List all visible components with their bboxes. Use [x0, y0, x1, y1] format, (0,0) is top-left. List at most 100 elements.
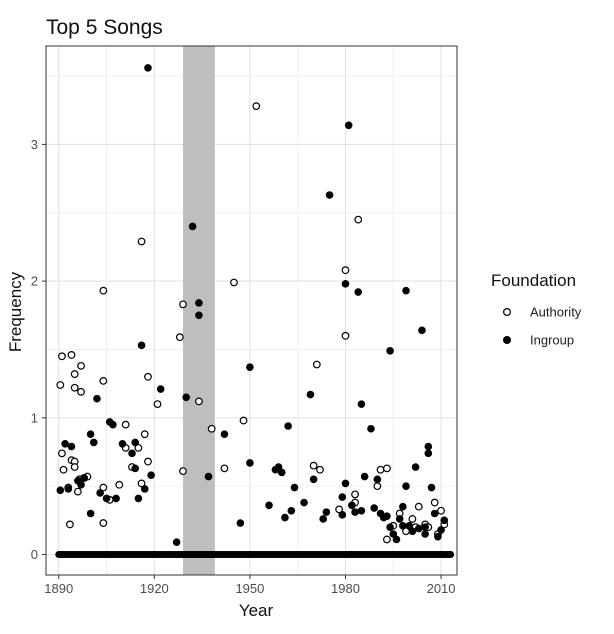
- point-ingroup: [414, 524, 423, 533]
- point-ingroup: [392, 535, 401, 544]
- point-ingroup: [322, 508, 331, 516]
- point-ingroup: [182, 393, 190, 402]
- shaded-region: [183, 46, 215, 575]
- point-ingroup: [306, 390, 315, 399]
- point-authority: [144, 457, 152, 466]
- point-ingroup: [156, 385, 165, 393]
- point-ingroup: [408, 527, 417, 536]
- point-ingroup: [383, 512, 391, 521]
- y-tick-label: 3: [31, 137, 38, 152]
- x-tick-label: 1980: [331, 581, 360, 596]
- point-ingroup: [386, 347, 394, 355]
- point-ingroup: [421, 523, 429, 531]
- point-authority: [383, 464, 391, 473]
- point-authority: [309, 461, 318, 470]
- point-ingroup: [338, 493, 347, 501]
- point-ingroup: [134, 494, 143, 503]
- axis-ticks: 1890 1920 1950 1980 2010 0 1 2 3: [31, 137, 456, 596]
- point-authority: [121, 420, 130, 429]
- point-ingroup: [440, 516, 449, 525]
- point-authority: [179, 467, 187, 476]
- point-ingroup: [220, 430, 229, 439]
- point-ingroup: [424, 442, 433, 451]
- point-authority: [376, 465, 385, 474]
- point-ingroup: [86, 509, 95, 518]
- point-ingroup: [284, 422, 292, 430]
- point-authority: [70, 383, 79, 392]
- point-authority: [354, 215, 363, 224]
- point-ingroup: [137, 341, 146, 350]
- point-ingroup: [67, 442, 76, 451]
- legend-ingroup-marker: [502, 335, 511, 344]
- point-ingroup: [354, 288, 363, 296]
- point-ingroup: [265, 501, 273, 510]
- point-authority: [351, 490, 359, 499]
- point-authority: [99, 519, 108, 527]
- point-authority: [140, 430, 149, 439]
- point-authority: [383, 535, 391, 544]
- point-ingroup: [357, 506, 366, 515]
- point-ingroup: [341, 479, 350, 488]
- point-ingroup: [246, 459, 254, 467]
- point-ingroup: [402, 482, 410, 490]
- point-authority: [341, 331, 350, 340]
- point-authority: [414, 502, 423, 511]
- point-authority: [144, 372, 152, 381]
- point-authority: [179, 300, 187, 309]
- point-ingroup: [56, 486, 65, 495]
- point-ingroup: [344, 121, 353, 130]
- point-ingroup: [434, 532, 442, 541]
- point-authority: [115, 480, 124, 489]
- point-ingroup: [373, 475, 382, 484]
- x-tick-label: 2010: [427, 581, 456, 596]
- point-ingroup: [424, 449, 433, 458]
- point-ingroup: [386, 523, 394, 531]
- point-ingroup: [290, 483, 299, 492]
- point-ingroup: [147, 471, 155, 480]
- point-ingroup: [430, 509, 439, 518]
- point-ingroup: [89, 438, 98, 447]
- point-ingroup: [61, 439, 69, 448]
- point-authority: [373, 482, 382, 491]
- point-authority: [99, 286, 108, 295]
- point-authority: [252, 102, 261, 111]
- point-ingroup: [131, 438, 140, 447]
- point-authority: [70, 370, 79, 378]
- point-ingroup: [357, 400, 366, 408]
- point-ingroup: [96, 489, 104, 497]
- baseline-point: [447, 550, 455, 558]
- shaded-band: [183, 46, 215, 575]
- point-authority: [430, 498, 439, 507]
- point-authority: [335, 505, 344, 514]
- y-tick-label: 2: [31, 274, 38, 289]
- point-authority: [220, 464, 229, 473]
- point-ingroup: [128, 449, 136, 458]
- point-ingroup: [195, 311, 203, 320]
- y-tick-label: 0: [31, 547, 38, 562]
- point-ingroup: [93, 394, 101, 403]
- point-ingroup: [204, 472, 213, 481]
- point-ingroup: [131, 464, 140, 473]
- point-authority: [73, 487, 82, 496]
- y-tick-label: 1: [31, 410, 38, 425]
- point-ingroup: [195, 299, 203, 307]
- point-ingroup: [370, 504, 378, 512]
- point-ingroup: [351, 508, 359, 516]
- point-authority: [153, 400, 162, 409]
- point-authority: [77, 361, 85, 370]
- point-ingroup: [172, 538, 181, 546]
- point-ingroup: [427, 483, 436, 492]
- y-axis-title: Frequency: [6, 271, 25, 352]
- legend-title: Foundation: [491, 271, 576, 290]
- point-ingroup: [421, 530, 429, 538]
- point-ingroup: [338, 511, 347, 519]
- point-authority: [408, 515, 417, 523]
- legend-ingroup-label: Ingroup: [530, 333, 574, 348]
- zero-baseline-points: [55, 550, 455, 558]
- legend-authority-label: Authority: [530, 305, 582, 320]
- point-authority: [316, 465, 324, 474]
- point-ingroup: [140, 485, 149, 493]
- x-tick-label: 1950: [235, 581, 264, 596]
